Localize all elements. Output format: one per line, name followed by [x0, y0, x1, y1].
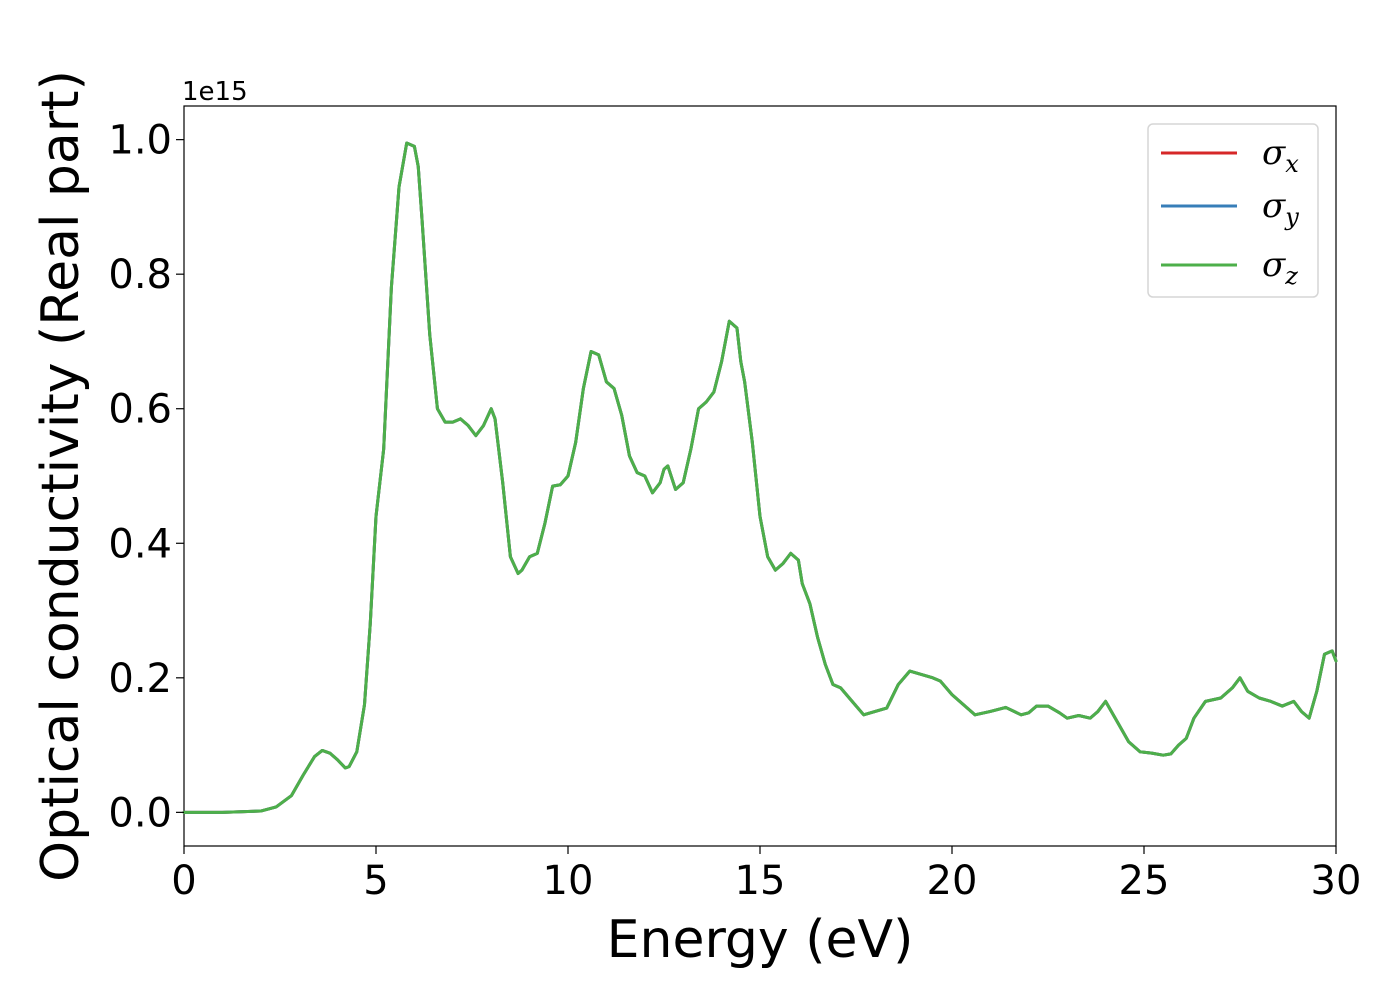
y-tick-label: 1.0	[108, 118, 172, 164]
legend-label-z: σz	[1262, 245, 1298, 290]
series-layer	[182, 141, 1338, 814]
y-tick-label: 0.4	[108, 521, 172, 567]
series-line-z	[182, 141, 1338, 814]
x-tick-label: 25	[1119, 858, 1170, 904]
y-tick-label: 0.2	[108, 656, 172, 702]
legend-label-x: σx	[1262, 133, 1299, 178]
x-tick-label: 20	[927, 858, 978, 904]
legend-frame	[1147, 123, 1319, 298]
y-axis-ticks: 0.0 0.2 0.4 0.6 0.8 1.0	[108, 118, 184, 836]
y-axis-title: Optical conductivity (Real part)	[31, 70, 91, 882]
x-tick-label: 15	[735, 858, 786, 904]
x-tick-label: 30	[1311, 858, 1362, 904]
y-offset-label: 1e15	[182, 77, 248, 107]
legend: σx σy σz	[1147, 123, 1319, 298]
y-tick-label: 0.8	[108, 252, 172, 298]
x-tick-label: 0	[171, 858, 196, 904]
y-tick-label: 0.6	[108, 387, 172, 433]
x-tick-label: 10	[543, 858, 594, 904]
x-axis-ticks: 0 5 10 15 20 25 30	[171, 846, 1361, 904]
legend-label-y: σy	[1262, 186, 1299, 231]
x-tick-label: 5	[363, 858, 388, 904]
x-axis-title: Energy (eV)	[607, 910, 914, 970]
y-tick-label: 0.0	[108, 790, 172, 836]
